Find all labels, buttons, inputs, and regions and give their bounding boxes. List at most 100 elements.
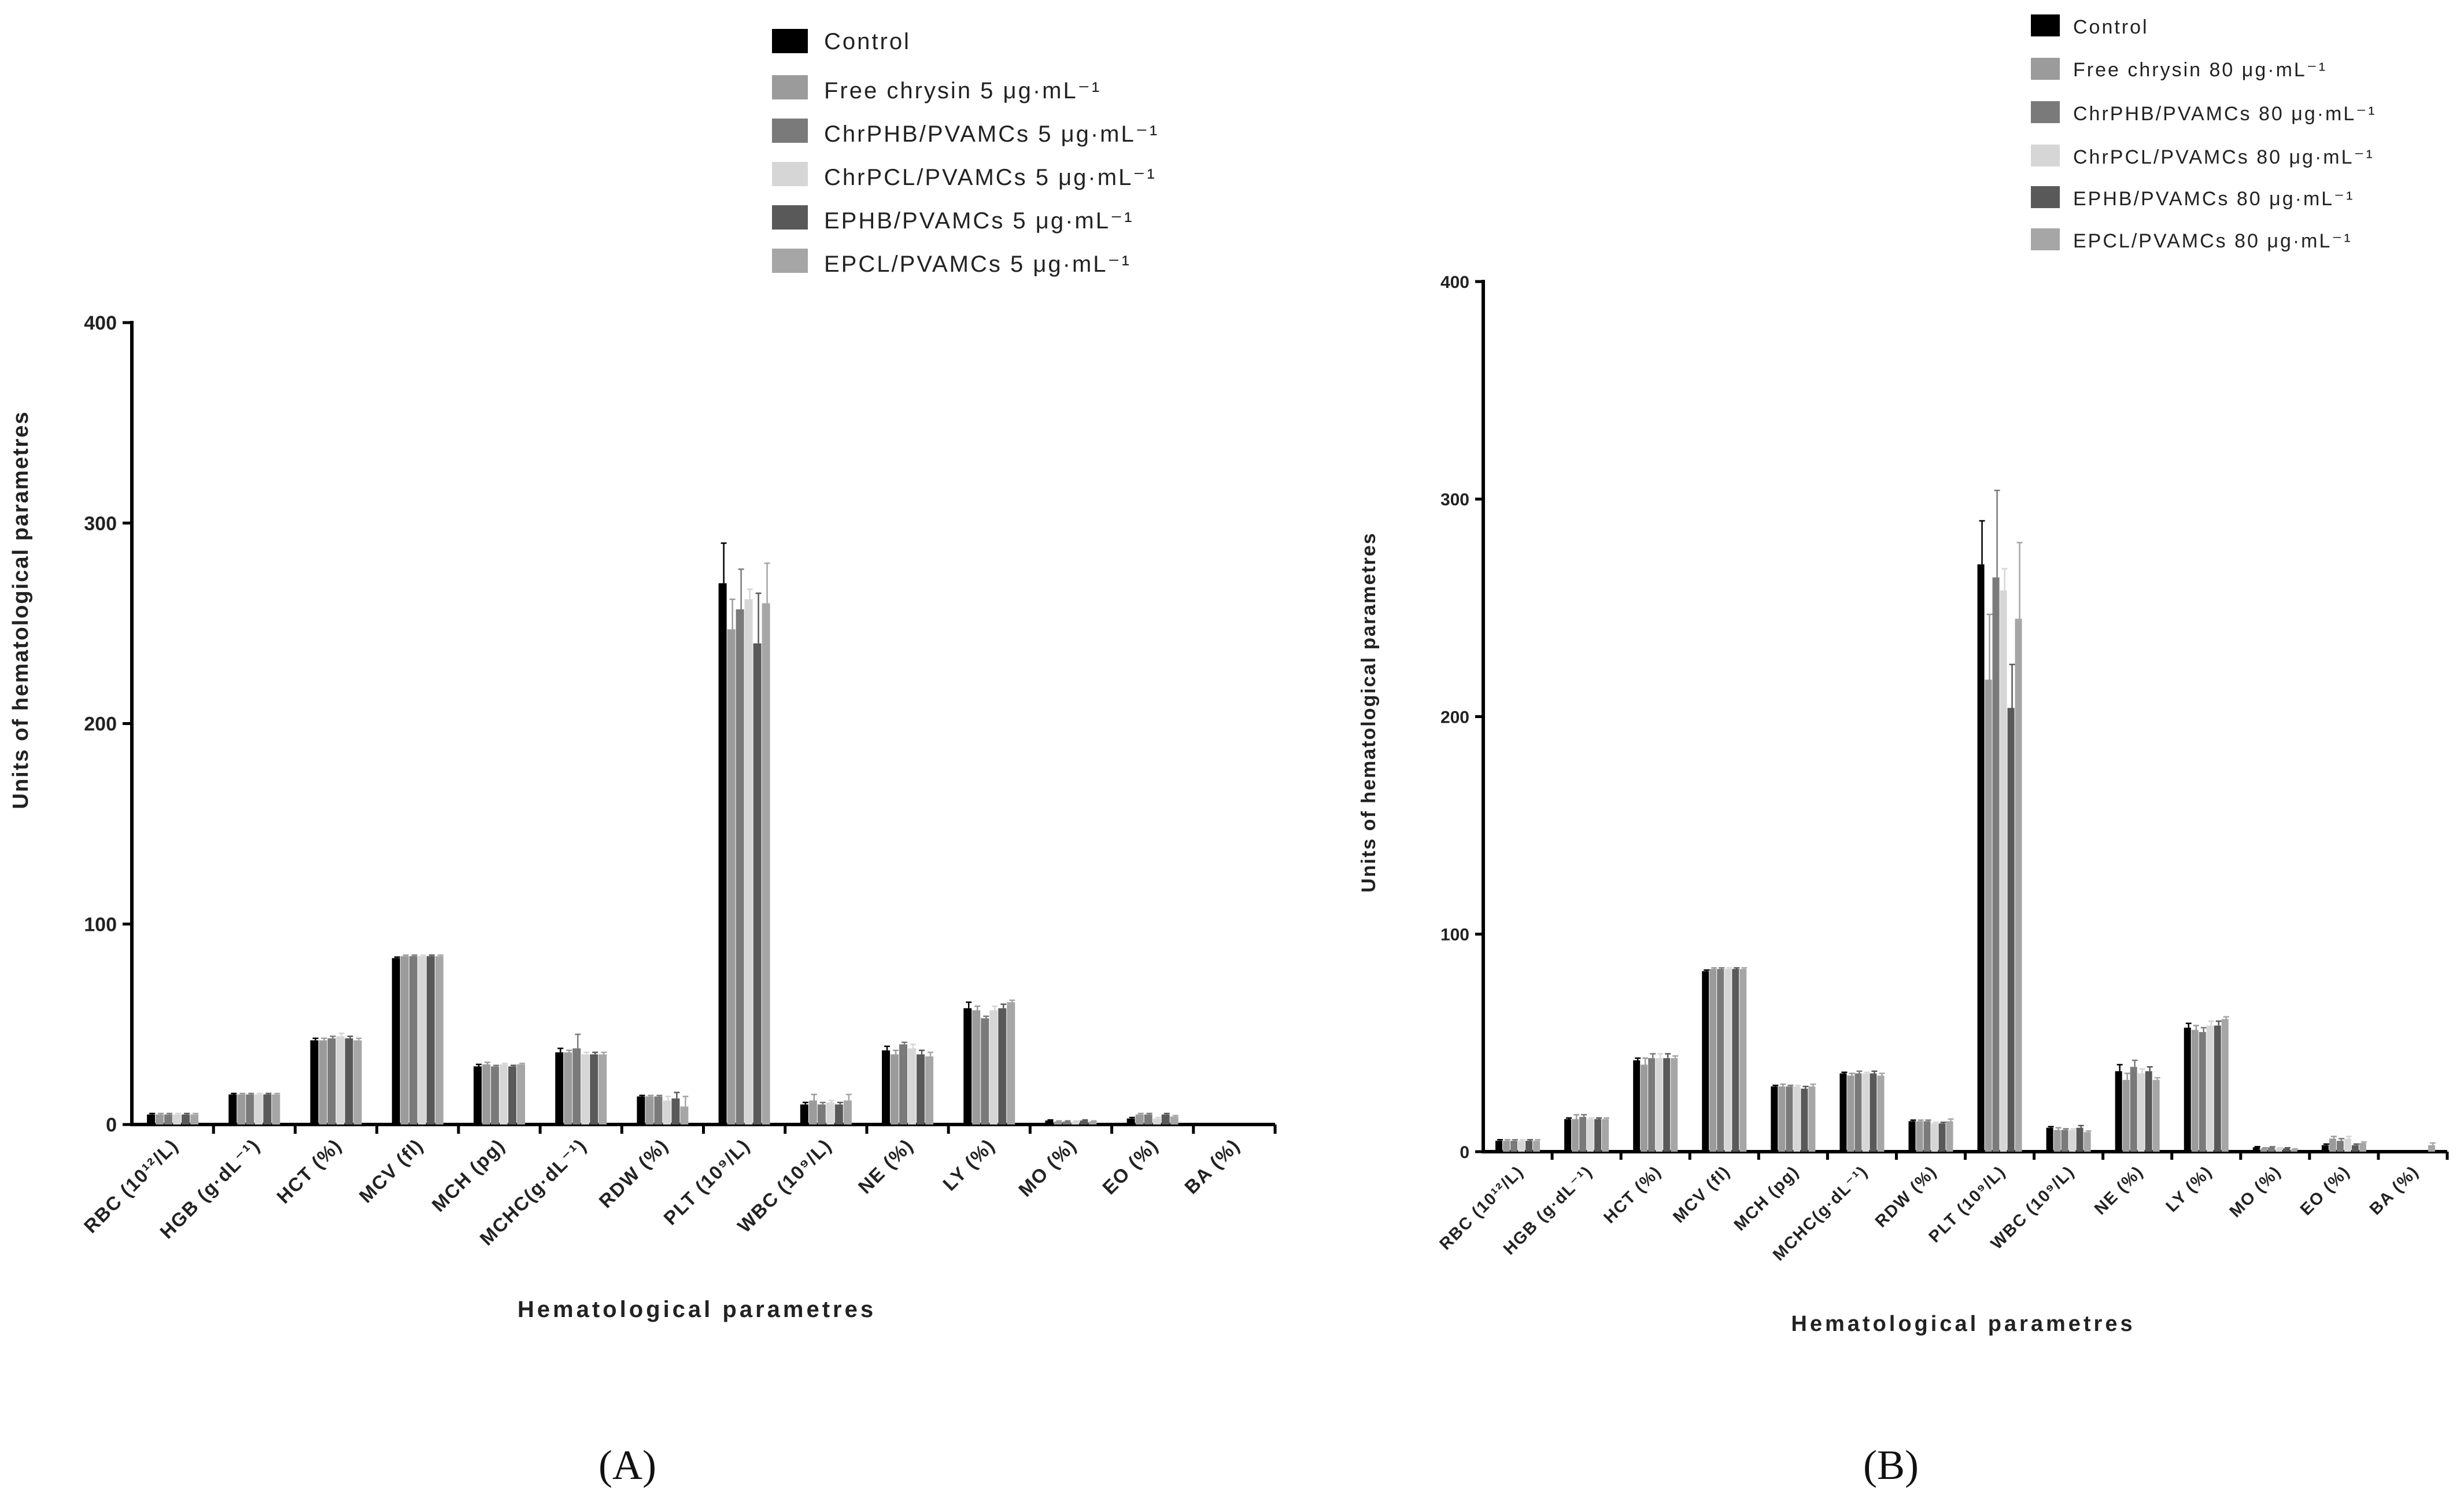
bar [1916,1121,1923,1152]
bar [1170,1116,1179,1125]
bar [590,1054,599,1125]
legend-item: ChrPHB/PVAMCs 80 μg·mL⁻¹ [2031,101,2375,125]
bar [1503,1141,1510,1152]
bar [327,1038,336,1125]
legend-label: Free chrysin 5 μg·mL⁻¹ [824,78,1101,103]
legend-swatch [772,29,808,53]
bar [736,609,744,1125]
bar [1908,1121,1916,1152]
bar [671,1098,680,1125]
bar [1126,1118,1135,1125]
legend-item: Control [772,29,909,54]
bar [345,1038,353,1125]
bar [762,603,770,1125]
bar [1793,1086,1801,1152]
bar [834,1104,843,1125]
legend-label: ChrPHB/PVAMCs 5 μg·mL⁻¹ [824,121,1159,147]
legend-swatch [2031,145,2060,167]
x-axis-title: Hematological parametres [518,1297,876,1322]
bar [1778,1086,1786,1152]
y-axis-title: Units of hematological parametres [1358,532,1380,892]
bar [2260,1148,2267,1152]
legend-swatch [2031,58,2060,80]
bar [409,956,418,1125]
legend-label: Control [2073,16,2149,38]
bar [2252,1147,2260,1152]
bar [516,1064,525,1125]
bar [1771,1086,1778,1152]
bar [645,1096,654,1125]
y-axis-title: Units of hematological parametres [9,411,33,809]
legend-item: ChrPHB/PVAMCs 5 μg·mL⁻¹ [772,119,1159,147]
bar [727,629,736,1125]
bar [228,1094,237,1125]
bar [680,1106,689,1125]
bar [2267,1147,2275,1152]
bar [1587,1119,1594,1152]
bar [891,1054,899,1125]
bar [826,1102,834,1125]
bar [1724,968,1732,1152]
y-tick-label: 400 [84,312,117,334]
bar [190,1114,199,1125]
legend-item: Control [2031,14,2149,38]
bar [581,1054,590,1125]
bar [473,1066,482,1125]
bar [2214,1025,2221,1152]
bar [1801,1088,1808,1152]
bar [2184,1027,2191,1152]
bar [336,1036,345,1125]
bar [1641,1064,1648,1152]
bar [882,1050,891,1125]
bar [1931,1123,1938,1152]
bar [908,1048,917,1125]
legend-swatch [772,205,808,230]
bar [2275,1148,2282,1152]
bar [254,1094,263,1125]
bar [2145,1071,2152,1152]
legend-item: ChrPCL/PVAMCs 80 μg·mL⁻¹ [2031,145,2373,168]
bar [435,956,444,1125]
bar [1161,1114,1170,1125]
bar [1518,1141,1525,1152]
bar [2329,1138,2336,1152]
bar [1648,1058,1656,1152]
legend-item: EPCL/PVAMCs 5 μg·mL⁻¹ [772,249,1129,277]
legend-item: Free chrysin 80 μg·mL⁻¹ [2031,58,2325,81]
bar [391,958,400,1125]
bar [2122,1079,2130,1152]
bar [400,956,409,1125]
bar [555,1052,564,1125]
bar [272,1094,280,1125]
bar [2068,1130,2076,1152]
legend-item: EPHB/PVAMCs 80 μg·mL⁻¹ [2031,186,2352,210]
bar [173,1114,182,1125]
panel-label: (A) [599,1442,656,1488]
legend-swatch [2031,14,2060,36]
bar [1080,1120,1088,1125]
bar [800,1104,808,1125]
bar [2061,1130,2068,1152]
bar [917,1054,925,1125]
bar [963,1008,972,1125]
bar [1786,1086,1793,1152]
bar [1702,971,1709,1152]
bar [2290,1149,2297,1152]
bar [499,1064,508,1125]
bar [2137,1073,2145,1152]
bar [2199,1032,2206,1152]
bar [182,1114,190,1125]
y-tick-label: 200 [84,713,117,735]
legend-swatch [2031,228,2060,250]
bar [1923,1121,1931,1152]
legend-swatch [2031,101,2060,123]
bar [1054,1121,1062,1125]
legend-a: Control Free chrysin 5 μg·mL⁻¹ ChrPHB/PV… [772,29,1159,277]
bar [744,599,753,1125]
bar [2428,1145,2435,1152]
bar [1671,1058,1678,1152]
bar [1870,1073,1877,1152]
bar [972,1010,981,1125]
bar [564,1052,572,1125]
